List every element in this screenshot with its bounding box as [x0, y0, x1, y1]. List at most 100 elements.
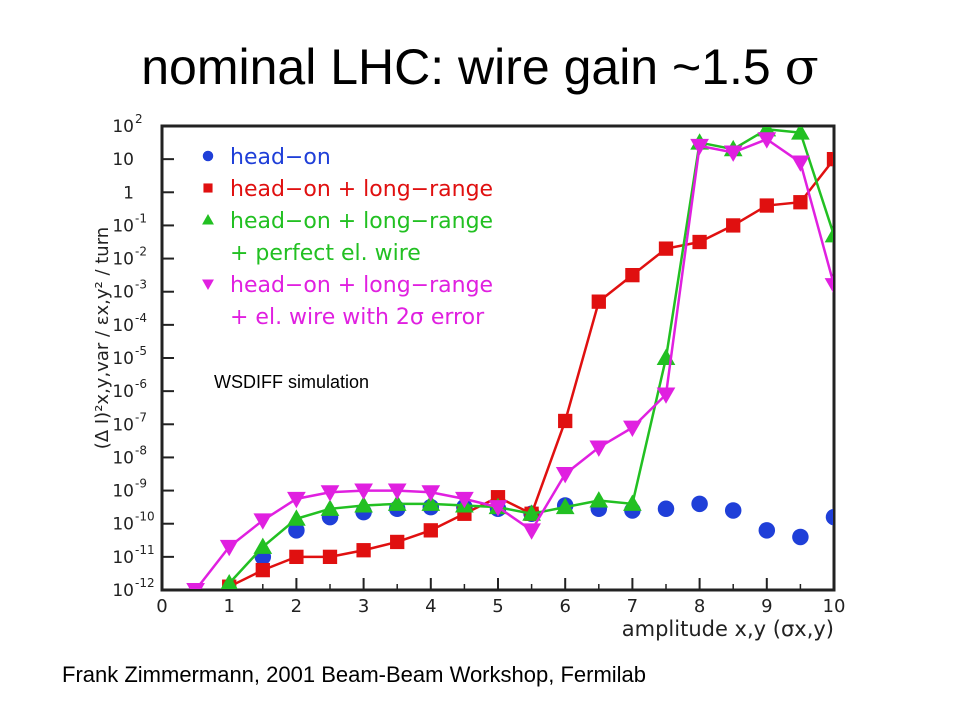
- series-2-point: [322, 549, 338, 565]
- y-tick-label: 10: [112, 117, 134, 137]
- y-tick-exponent: -11: [135, 543, 155, 557]
- series-2-point: [658, 241, 674, 256]
- x-tick-label: 10: [823, 596, 846, 617]
- series-4-point: [623, 420, 642, 437]
- y-tick-label: 1: [123, 183, 134, 203]
- y-tick-exponent: -10: [135, 510, 155, 524]
- footer-credit: Frank Zimmermann, 2001 Beam-Beam Worksho…: [62, 662, 647, 687]
- y-tick-exponent: -12: [135, 576, 155, 590]
- series-4-point: [253, 513, 273, 530]
- series-3-point: [522, 504, 541, 521]
- y-tick-label: 10: [112, 216, 134, 236]
- series-2-point: [759, 198, 774, 213]
- series-2-point: [793, 195, 808, 210]
- series-1-point: [758, 522, 776, 539]
- x-tick-label: 5: [492, 596, 503, 617]
- series-4-point: [522, 523, 541, 540]
- legend-marker-1: [202, 150, 214, 162]
- y-tick-label: 10: [112, 415, 134, 435]
- series-4-point: [723, 145, 743, 162]
- legend-marker-3: [202, 214, 214, 225]
- series-2-point: [692, 234, 707, 250]
- slide-title: nominal LHC: wire gain ~1.5 σ: [0, 38, 960, 96]
- y-tick-label: 10: [112, 515, 134, 535]
- series-2-point: [390, 534, 405, 550]
- x-tick-label: 3: [358, 596, 369, 617]
- legend: head−on head−on + long−range head−on + lon…: [202, 145, 493, 330]
- legend-label-1: head−on: [230, 145, 331, 170]
- series-3-point: [320, 499, 340, 516]
- y-tick-exponent: -4: [135, 311, 147, 325]
- y-tick-label: 10: [112, 250, 134, 270]
- series-4-point: [555, 466, 575, 484]
- series-4-point: [320, 485, 340, 502]
- series-4: [186, 132, 833, 589]
- series-4-point: [791, 155, 810, 172]
- y-tick-exponent: -9: [135, 477, 147, 491]
- series-2-point: [826, 151, 833, 167]
- series-1-point: [657, 500, 675, 518]
- x-axis-label: amplitude x,y (σx,y): [622, 617, 834, 641]
- series-2-point: [356, 543, 371, 558]
- legend-marker-4: [202, 279, 214, 290]
- x-tick-label: 0: [156, 596, 167, 617]
- series-4-point: [354, 483, 373, 500]
- series-4-point: [421, 485, 441, 502]
- series-group: [186, 127, 833, 589]
- y-tick-exponent: -2: [135, 245, 147, 259]
- y-tick-label: 10: [112, 448, 134, 468]
- y-tick-label: 10: [112, 482, 134, 502]
- x-tick-label: 4: [425, 596, 436, 617]
- x-tick-label: 6: [559, 596, 570, 617]
- series-3-point: [387, 494, 407, 511]
- y-tick-exponent: -5: [135, 344, 147, 358]
- series-2-point: [255, 562, 270, 578]
- series-3-point: [287, 509, 306, 526]
- y-tick-exponent: -8: [135, 443, 147, 457]
- series-3-point: [421, 494, 441, 511]
- legend-label-4: head−on + long−range: [230, 273, 493, 298]
- series-2-point: [625, 267, 640, 283]
- series-1-point: [792, 528, 809, 546]
- x-tick-label: 8: [694, 596, 705, 617]
- series-2-point: [726, 218, 741, 233]
- series-3-point: [791, 127, 810, 140]
- series-2: [222, 151, 833, 589]
- series-4-point: [757, 132, 777, 149]
- series-3-point: [589, 491, 609, 508]
- series-2-point: [423, 523, 438, 538]
- legend-label-3: head−on + long−range: [230, 209, 493, 234]
- series-4-point: [387, 483, 407, 500]
- y-tick-label: 10: [112, 316, 134, 336]
- y-tick-exponent: -3: [135, 278, 147, 292]
- simulation-annotation: WSDIFF simulation: [214, 372, 370, 392]
- y-axis-label: (Δ I)²x,y,var / εx,y² / turn: [92, 227, 113, 449]
- x-tick-label: 1: [223, 596, 234, 617]
- series-3-point: [220, 574, 238, 589]
- x-tick-label: 9: [761, 596, 772, 617]
- y-tick-exponent: -1: [135, 211, 147, 225]
- legend-label-4: + el. wire with 2σ error: [230, 305, 485, 330]
- y-tick-exponent: -7: [135, 410, 147, 424]
- y-tick-label: 10: [112, 382, 134, 402]
- series-4-point: [219, 539, 239, 557]
- series-4-point: [455, 491, 474, 509]
- x-tick-label: 2: [291, 596, 302, 617]
- y-tick-exponent: 2: [135, 112, 143, 126]
- y-tick-label: 10: [112, 283, 134, 303]
- series-3-point: [623, 494, 642, 511]
- slide-title-text: nominal LHC: wire gain ~1.5: [141, 39, 771, 95]
- series-4-point: [656, 387, 676, 404]
- legend-marker-2: [203, 183, 213, 193]
- y-tick-label: 10: [112, 581, 134, 601]
- y-tick-label: 10: [112, 150, 134, 170]
- series-2-point: [591, 294, 606, 309]
- series-1-point: [825, 508, 833, 526]
- y-tick-label: 10: [112, 349, 134, 369]
- series-1-point: [724, 502, 742, 519]
- series-1-point: [691, 495, 708, 513]
- series-4-point: [589, 440, 609, 457]
- series-3-point: [253, 537, 273, 554]
